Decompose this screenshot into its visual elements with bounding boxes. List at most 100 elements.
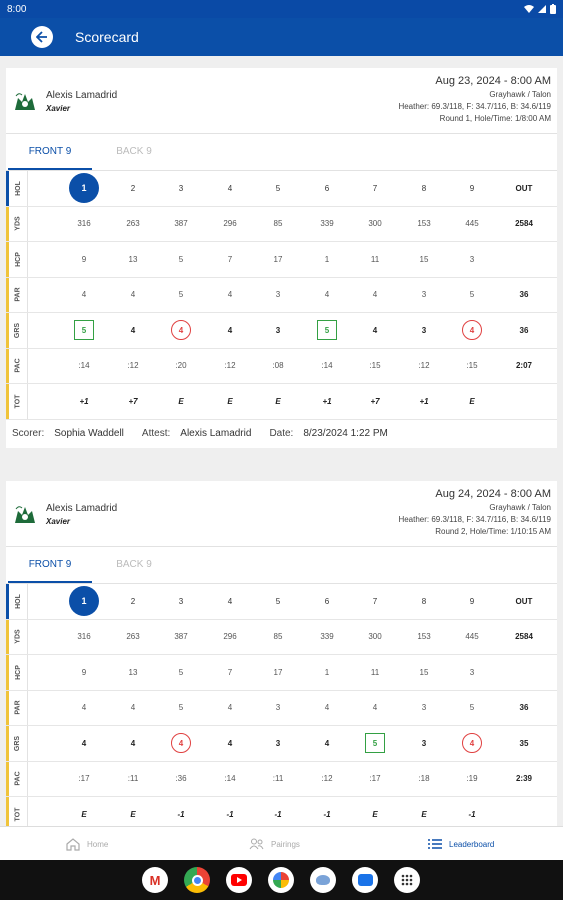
current-hole: 1	[69, 586, 99, 617]
score-cell	[504, 242, 544, 277]
row-label: HCP	[6, 242, 28, 277]
score-row-hol: HOL 1 2 3 4 5 6 7 8 9 OUT	[6, 171, 557, 207]
course-name: Grayhawk / Talon	[489, 90, 551, 99]
score-cell: 316	[77, 219, 91, 229]
arrow-left-icon	[36, 31, 47, 43]
score-cell: :08	[272, 361, 284, 371]
team-name: Xavier	[46, 517, 71, 526]
row-label: PAR	[6, 690, 28, 725]
score-cell: :15	[466, 361, 478, 371]
round-date: Aug 24, 2024 - 8:00 AM	[435, 488, 551, 500]
attest-label: Attest:	[141, 428, 171, 439]
score-cell: 4	[452, 313, 492, 348]
system-dock: M	[0, 860, 563, 900]
nav-pairings[interactable]: Pairings	[249, 827, 300, 861]
youtube-icon[interactable]	[226, 867, 252, 893]
score-cell: 4	[227, 290, 233, 300]
team-logo	[15, 506, 35, 523]
score-cell	[504, 797, 544, 826]
nav-pairings-label: Pairings	[271, 839, 300, 849]
score-cell: 8	[421, 596, 427, 606]
score-cell: 35	[519, 738, 529, 748]
row-label: HOL	[6, 584, 28, 619]
tab-front-9[interactable]: FRONT 9	[8, 547, 92, 583]
score-cell: :11	[272, 774, 284, 784]
score-cell: E	[178, 396, 184, 406]
score-cell: 4	[372, 290, 378, 300]
score-cell: 4	[227, 325, 233, 335]
nav-leaderboard[interactable]: Leaderboard	[428, 827, 494, 861]
score-cell: 7	[372, 596, 378, 606]
score-cell: +1	[419, 396, 429, 406]
score-cell: 3	[178, 183, 184, 193]
score-cell: 5	[469, 703, 475, 713]
score-row-yds: YDS 316 263 387 296 85 339 300 153 445 2584	[6, 619, 557, 655]
round-info: Round 2, Hole/Time: 1/10:15 AM	[435, 527, 551, 536]
score-cell: 3	[469, 667, 475, 677]
score-cell	[504, 655, 544, 690]
score-cell: 300	[368, 219, 382, 229]
score-cell: 13	[128, 254, 138, 264]
tab-front-9[interactable]: FRONT 9	[8, 134, 92, 170]
score-cell: -1	[226, 809, 234, 819]
score-row-grs: GRS 4 4 4 4 3 4 5 3 4 35	[6, 726, 557, 762]
score-cell: 2:07	[515, 361, 532, 371]
tab-back-9[interactable]: BACK 9	[116, 146, 152, 157]
card-header: Alexis Lamadrid Xavier Aug 24, 2024 - 8:00…	[6, 481, 557, 547]
sign-date: 8/23/2024 1:22 PM	[303, 428, 388, 439]
nine-tabs: FRONT 9 BACK 9	[6, 134, 557, 170]
chrome-icon[interactable]	[184, 867, 210, 893]
score-cell: -1	[177, 809, 185, 819]
score-cell: 9	[469, 596, 475, 606]
round-date: Aug 23, 2024 - 8:00 AM	[435, 75, 551, 87]
attest-name: Alexis Lamadrid	[180, 428, 252, 439]
nav-leaderboard-label: Leaderboard	[449, 839, 495, 849]
score-cell: 85	[273, 219, 283, 229]
score-cell: 4	[81, 703, 87, 713]
app-icon[interactable]	[310, 867, 336, 893]
score-cell: 4	[372, 703, 378, 713]
card-header: Alexis Lamadrid Xavier Aug 23, 2024 - 8:00…	[6, 68, 557, 134]
score-cell: 5	[178, 254, 184, 264]
score-cell: :20	[175, 361, 187, 371]
row-label: HOL	[6, 171, 28, 206]
row-label: PAC	[6, 761, 28, 796]
app-drawer-icon[interactable]	[394, 867, 420, 893]
score-cell: 4	[324, 738, 330, 748]
messages-icon[interactable]	[352, 867, 378, 893]
people-icon	[249, 838, 264, 850]
score-cell: :14	[224, 774, 236, 784]
score-cell: 1	[324, 254, 330, 264]
score-cell: :12	[321, 774, 333, 784]
nav-home-label: Home	[87, 839, 109, 849]
tab-back-9[interactable]: BACK 9	[116, 559, 152, 570]
score-cell: 3	[275, 738, 281, 748]
score-cell: :12	[224, 361, 236, 371]
team-logo	[15, 93, 35, 110]
photos-icon[interactable]	[268, 867, 294, 893]
score-cell: 4	[130, 325, 136, 335]
home-icon	[66, 837, 80, 851]
gmail-icon[interactable]: M	[142, 867, 168, 893]
score-cell: 5	[469, 290, 475, 300]
score-cell: 5	[275, 183, 281, 193]
score-cell: :12	[418, 361, 430, 371]
back-button[interactable]	[31, 26, 53, 48]
score-cell: 5	[355, 726, 395, 761]
row-label: TOT	[6, 797, 28, 826]
score-cell: 4	[161, 313, 201, 348]
score-cell: 85	[273, 632, 283, 642]
scorecard-list[interactable]: Alexis Lamadrid Xavier Aug 23, 2024 - 8:00…	[0, 56, 563, 826]
score-row-tot: TOT +1 +7 E E E +1 +7 +1 E	[6, 384, 557, 420]
score-cell: 4	[130, 290, 136, 300]
score-cell: E	[81, 809, 87, 819]
score-cell: 3	[421, 703, 427, 713]
score-cell: 7	[372, 183, 378, 193]
battery-icon	[550, 4, 556, 14]
score-cell: 36	[519, 325, 529, 335]
score-cell: :17	[78, 774, 90, 784]
score-cell: 3	[421, 290, 427, 300]
team-name: Xavier	[46, 104, 71, 113]
nav-home[interactable]: Home	[66, 827, 108, 861]
score-cell: 5	[178, 290, 184, 300]
